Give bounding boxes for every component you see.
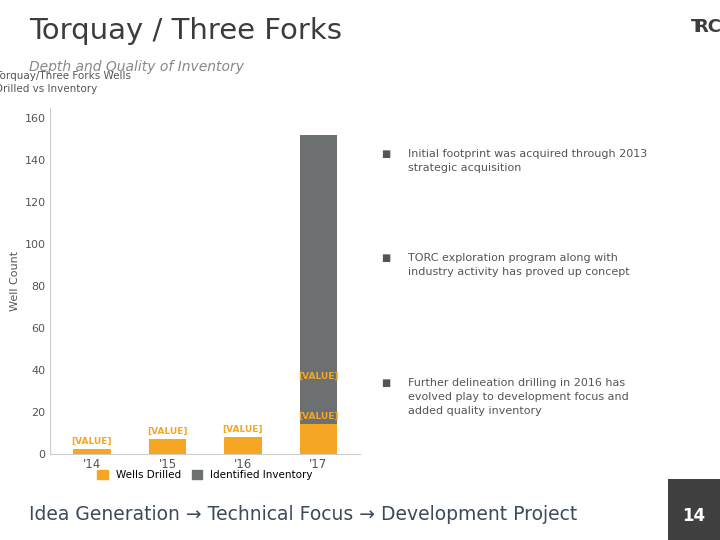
Text: Idea Generation → Technical Focus → Development Project: Idea Generation → Technical Focus → Deve… (29, 505, 577, 524)
Y-axis label: Well Count: Well Count (10, 251, 20, 311)
Text: [VALUE]: [VALUE] (298, 412, 338, 421)
Text: Torquay / Three Forks: Torquay / Three Forks (29, 17, 342, 44)
Text: ■: ■ (381, 377, 390, 388)
Bar (73, 449, 111, 454)
Text: RC: RC (695, 18, 720, 36)
Bar (148, 439, 186, 454)
Bar (300, 135, 338, 424)
Text: TORC exploration program along with
industry activity has proved up concept: TORC exploration program along with indu… (408, 253, 629, 277)
Text: Depth and Quality of Inventory: Depth and Quality of Inventory (29, 60, 244, 73)
Text: [VALUE]: [VALUE] (147, 427, 188, 436)
Text: [VALUE]: [VALUE] (298, 372, 338, 381)
Text: Initial footprint was acquired through 2013
strategic acquisition: Initial footprint was acquired through 2… (408, 150, 647, 173)
Bar (224, 437, 262, 454)
Text: 14: 14 (683, 507, 706, 525)
Text: Further delineation drilling in 2016 has
evolved play to development focus and
a: Further delineation drilling in 2016 has… (408, 377, 629, 416)
Text: T: T (691, 18, 703, 36)
Text: [VALUE]: [VALUE] (72, 437, 112, 446)
Bar (300, 424, 338, 454)
Legend: Wells Drilled, Identified Inventory: Wells Drilled, Identified Inventory (94, 466, 317, 484)
Text: Torquay/Three Forks Wells
Drilled vs Inventory: Torquay/Three Forks Wells Drilled vs Inv… (0, 71, 130, 94)
Text: [VALUE]: [VALUE] (222, 424, 264, 434)
Bar (668, 480, 720, 540)
Text: ■: ■ (381, 150, 390, 159)
Text: ■: ■ (381, 253, 390, 263)
